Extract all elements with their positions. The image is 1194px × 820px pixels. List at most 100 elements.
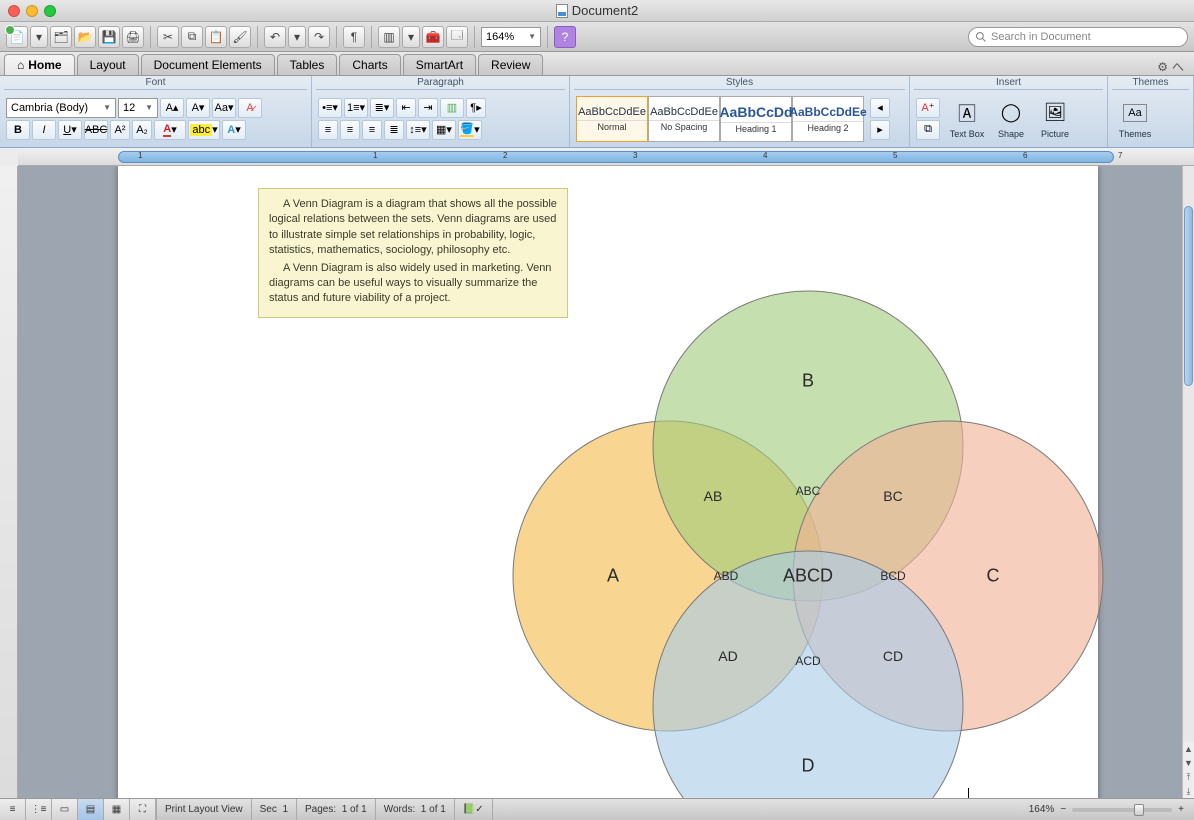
minimize-window-button[interactable]	[26, 5, 38, 17]
style-heading1[interactable]: AaBbCcDd Heading 1	[720, 96, 792, 142]
copy-button[interactable]: ⧉	[181, 26, 203, 48]
view-outline-button[interactable]: ⋮≡	[26, 799, 52, 820]
scroll-up-button[interactable]: ▲	[1183, 742, 1194, 756]
format-painter-button[interactable]: 🖌	[229, 26, 251, 48]
cut-button[interactable]: ✂	[157, 26, 179, 48]
decrease-indent-button[interactable]: ⇤	[396, 98, 416, 118]
highlight-button[interactable]: abc▾	[188, 120, 220, 140]
new-dropdown[interactable]: ▾	[30, 26, 48, 48]
columns-button[interactable]: ▥	[440, 98, 464, 118]
zoom-slider[interactable]: 164% − +	[1019, 804, 1194, 815]
undo-dropdown[interactable]: ▾	[288, 26, 306, 48]
style-heading2[interactable]: AaBbCcDdEe Heading 2	[792, 96, 864, 142]
themes-button[interactable]: Aa Themes	[1114, 93, 1156, 145]
page[interactable]: A Venn Diagram is a diagram that shows a…	[118, 166, 1098, 798]
print-button[interactable]: 🖨	[122, 26, 144, 48]
help-button[interactable]: ?	[554, 26, 576, 48]
zoom-in-button[interactable]: +	[1178, 804, 1184, 815]
vertical-scrollbar[interactable]: ▲ ▼ ⤒ ⤓	[1182, 166, 1194, 798]
font-size-select[interactable]: 12▼	[118, 98, 158, 118]
sidebar-button[interactable]: ▥	[378, 26, 400, 48]
quick-styles-button[interactable]: A⁺	[916, 98, 940, 118]
scrollbar-thumb[interactable]	[1184, 206, 1193, 386]
page-up-button[interactable]: ⤒	[1183, 770, 1194, 784]
numbering-button[interactable]: 1≡▾	[344, 98, 368, 118]
undo-button[interactable]: ↶	[264, 26, 286, 48]
style-normal[interactable]: AaBbCcDdEe Normal	[576, 96, 648, 142]
ltr-button[interactable]: ¶▸	[466, 98, 486, 118]
shrink-font-button[interactable]: A▾	[186, 98, 210, 118]
view-draft-button[interactable]: ≡	[0, 799, 26, 820]
strikethrough-button[interactable]: ABC	[84, 120, 108, 140]
subscript-button[interactable]: A₂	[132, 120, 152, 140]
tab-layout[interactable]: Layout	[77, 54, 139, 75]
save-button[interactable]: 💾	[98, 26, 120, 48]
slider-thumb[interactable]	[1134, 804, 1144, 816]
superscript-button[interactable]: A²	[110, 120, 130, 140]
words-indicator[interactable]: Words: 1 of 1	[376, 799, 455, 820]
section-indicator[interactable]: Sec 1	[252, 799, 297, 820]
font-name-select[interactable]: Cambria (Body)▼	[6, 98, 116, 118]
templates-button[interactable]: 🗂	[50, 26, 72, 48]
styles-scroll-up[interactable]: ◂	[870, 98, 890, 118]
italic-button[interactable]: I	[32, 120, 56, 140]
text-effects-button[interactable]: A▾	[222, 120, 246, 140]
redo-button[interactable]: ↷	[308, 26, 330, 48]
tab-smartart[interactable]: SmartArt	[403, 54, 476, 75]
gear-icon[interactable]: ⚙	[1157, 60, 1168, 74]
clear-formatting-button[interactable]: A̷	[238, 98, 262, 118]
view-print-layout-button[interactable]: ▤	[78, 799, 104, 820]
show-marks-button[interactable]: ¶	[343, 26, 365, 48]
grow-font-button[interactable]: A▴	[160, 98, 184, 118]
view-publishing-button[interactable]: ▭	[52, 799, 78, 820]
insert-shape-button[interactable]: ◯ Shape	[990, 93, 1032, 145]
insert-textbox-button[interactable]: 🄰 Text Box	[946, 93, 988, 145]
pages-indicator[interactable]: Pages: 1 of 1	[297, 799, 376, 820]
page-down-button[interactable]: ⤓	[1183, 784, 1194, 798]
tab-charts[interactable]: Charts	[339, 54, 400, 75]
sidebar-dropdown[interactable]: ▾	[402, 26, 420, 48]
toolbox-button[interactable]: 🧰	[422, 26, 444, 48]
search-input[interactable]: Search in Document	[968, 27, 1188, 47]
styles-scroll-down[interactable]: ▸	[870, 120, 890, 140]
collapse-ribbon-button[interactable]: へ	[1172, 58, 1184, 75]
increase-indent-button[interactable]: ⇥	[418, 98, 438, 118]
tab-home[interactable]: ⌂ Home	[4, 54, 75, 75]
multilevel-list-button[interactable]: ≣▾	[370, 98, 394, 118]
styles-pane-button[interactable]: ⧉	[916, 120, 940, 140]
line-spacing-button[interactable]: ↕≡▾	[406, 120, 430, 140]
view-notebook-button[interactable]: ▦	[104, 799, 130, 820]
zoom-select[interactable]: 164% ▼	[481, 27, 541, 47]
open-button[interactable]: 📂	[74, 26, 96, 48]
style-no-spacing[interactable]: AaBbCcDdEe No Spacing	[648, 96, 720, 142]
gallery-button[interactable]: 🗔	[446, 26, 468, 48]
horizontal-ruler[interactable]: 1 1 2 3 4 5 6 7	[18, 148, 1194, 166]
tab-tables[interactable]: Tables	[277, 54, 338, 75]
tab-document-elements[interactable]: Document Elements	[141, 54, 275, 75]
borders-button[interactable]: ▦▾	[432, 120, 456, 140]
venn-diagram[interactable]: ABCDABBCCDADABCBCDACDABDABCD	[428, 236, 1068, 798]
change-case-button[interactable]: Aa▾	[212, 98, 236, 118]
justify-button[interactable]: ≣	[384, 120, 404, 140]
zoom-out-button[interactable]: −	[1060, 804, 1066, 815]
spellcheck-button[interactable]: 📗✓	[455, 799, 493, 820]
font-color-button[interactable]: A▾	[154, 120, 186, 140]
insert-picture-button[interactable]: 🖼 Picture	[1034, 93, 1076, 145]
zoom-window-button[interactable]	[44, 5, 56, 17]
new-document-button[interactable]: 📄	[6, 26, 28, 48]
scroll-down-button[interactable]: ▼	[1183, 756, 1194, 770]
paste-button[interactable]: 📋	[205, 26, 227, 48]
align-right-button[interactable]: ≡	[362, 120, 382, 140]
close-window-button[interactable]	[8, 5, 20, 17]
underline-button[interactable]: U▾	[58, 120, 82, 140]
shading-button[interactable]: 🪣▾	[458, 120, 482, 140]
tab-review[interactable]: Review	[478, 54, 543, 75]
slider-track[interactable]	[1072, 808, 1172, 812]
document-area[interactable]: A Venn Diagram is a diagram that shows a…	[18, 166, 1182, 798]
bullets-button[interactable]: •≡▾	[318, 98, 342, 118]
view-focus-button[interactable]: ⛶	[130, 799, 156, 820]
vertical-ruler[interactable]	[0, 166, 18, 798]
bold-button[interactable]: B	[6, 120, 30, 140]
align-center-button[interactable]: ≡	[340, 120, 360, 140]
align-left-button[interactable]: ≡	[318, 120, 338, 140]
